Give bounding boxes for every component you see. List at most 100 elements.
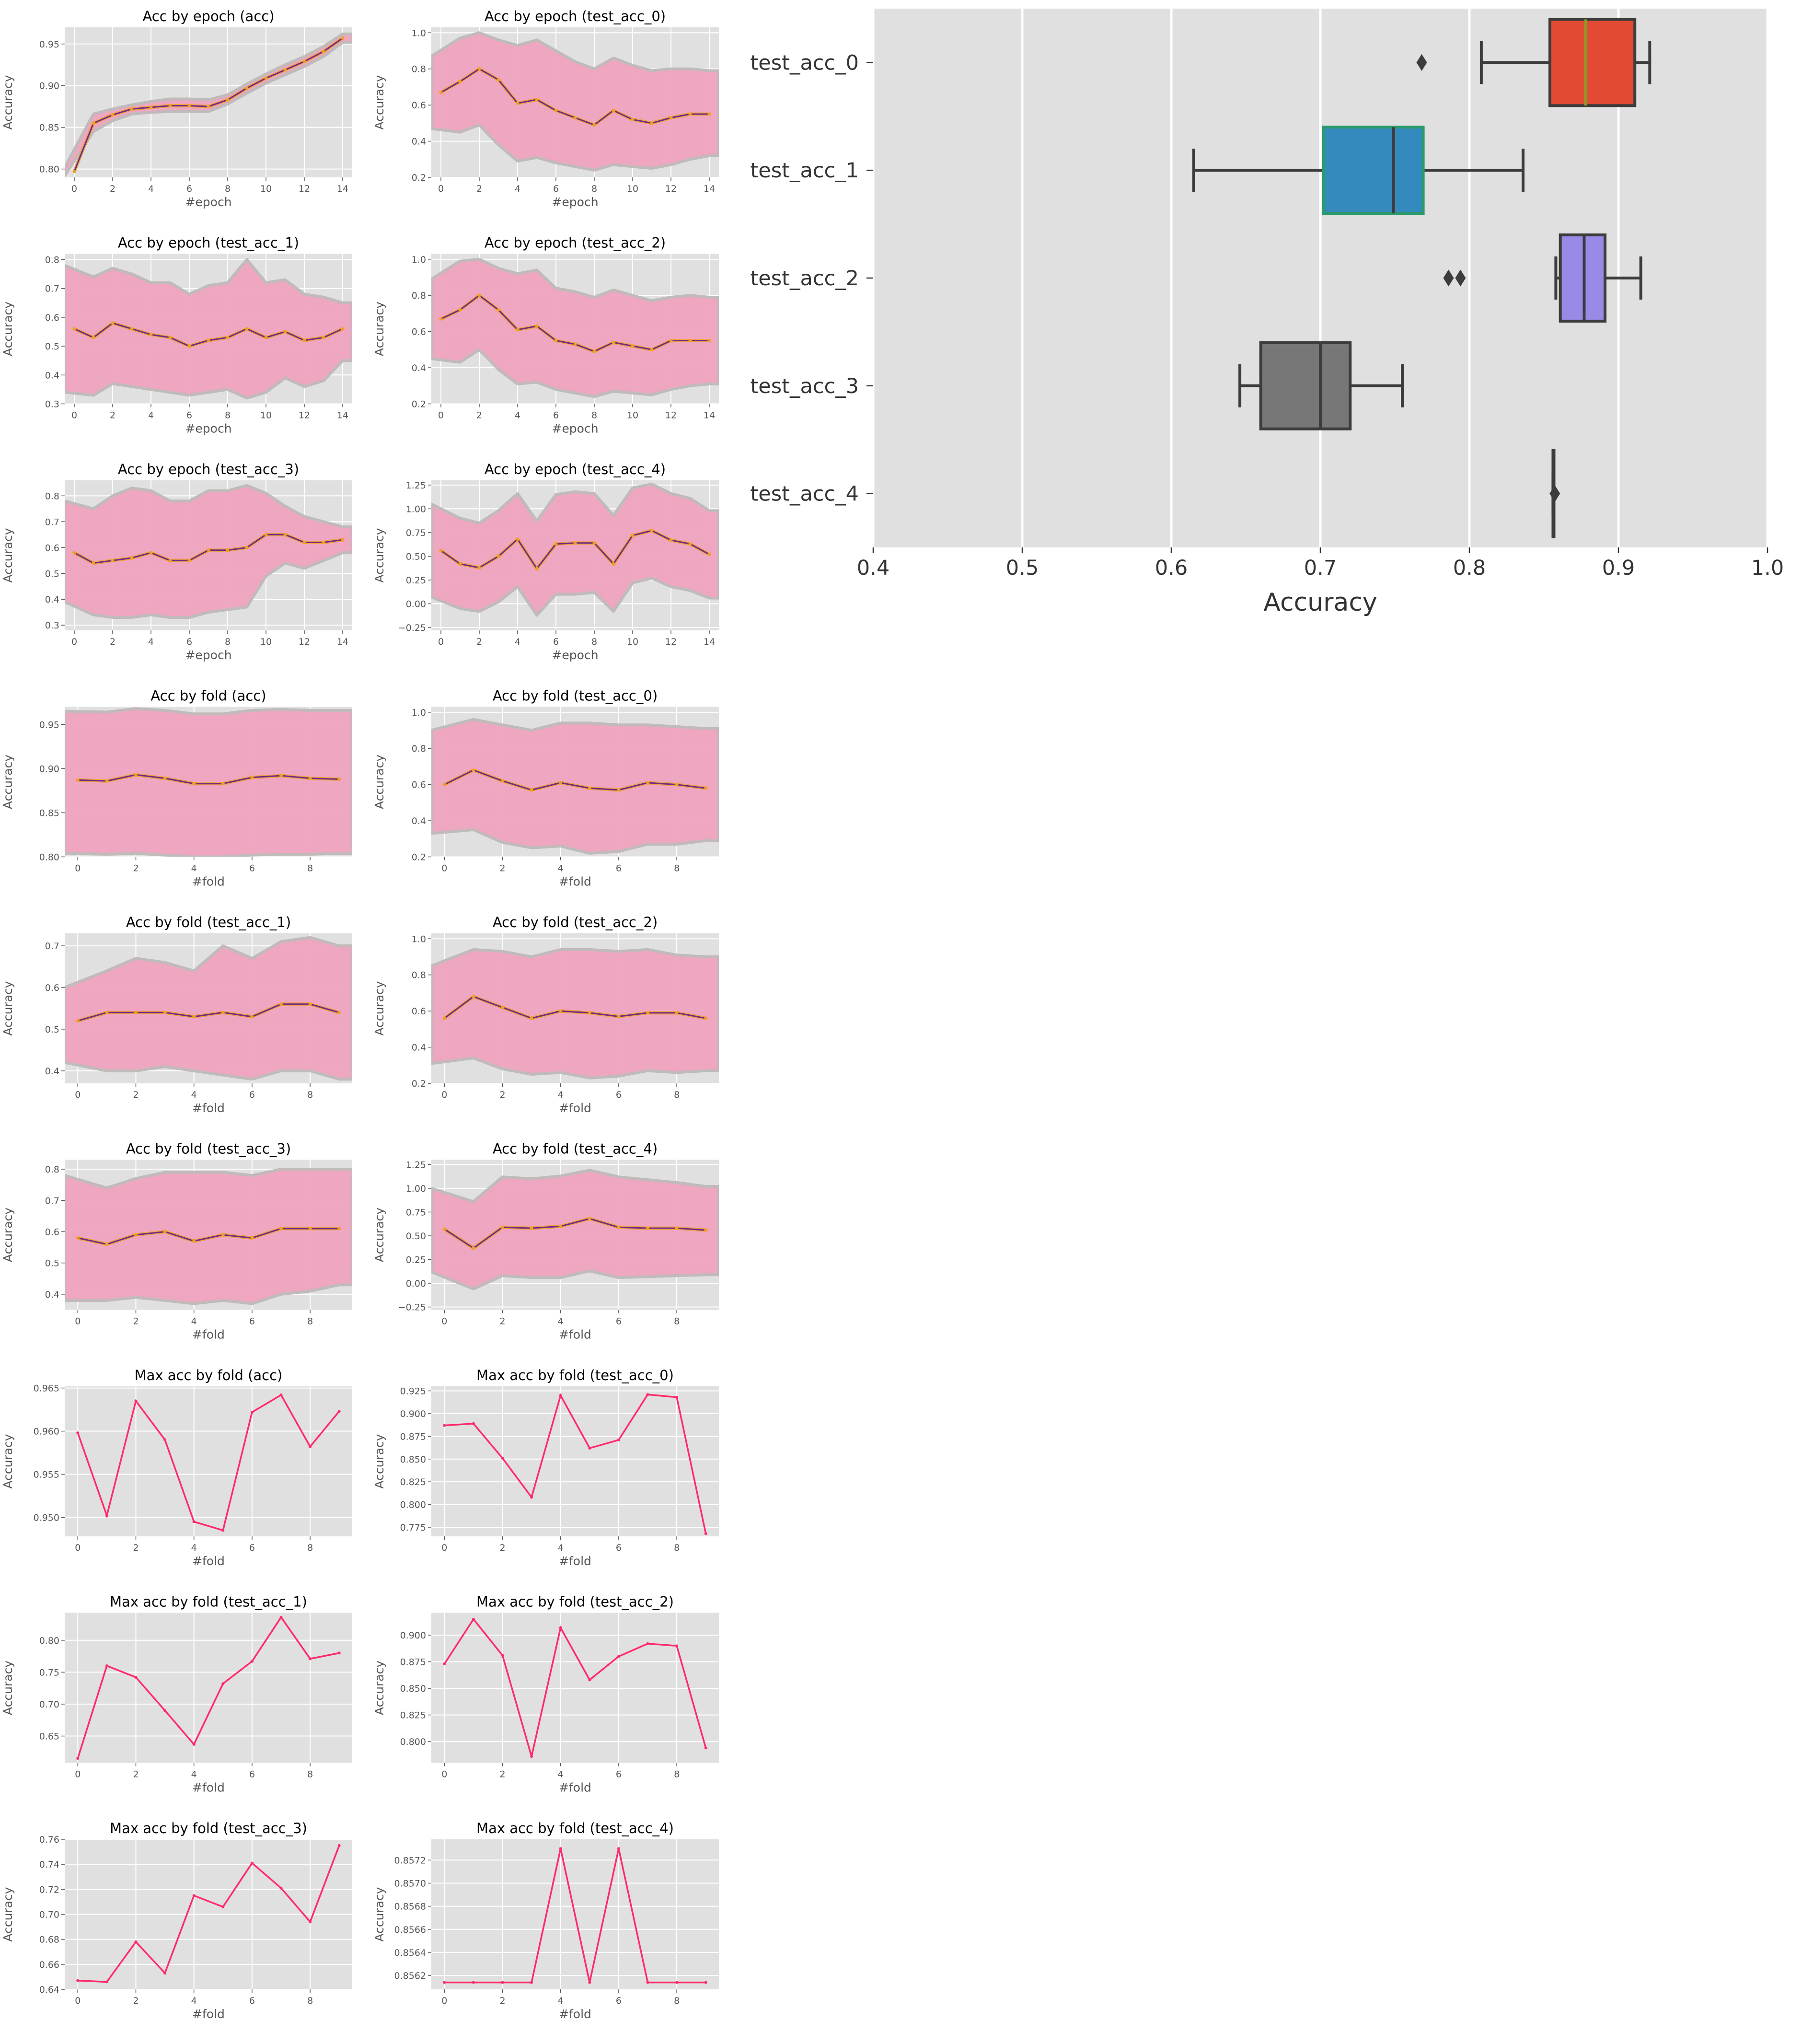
- y-tick-label: 0.4: [412, 363, 426, 373]
- x-tick-label: 12: [299, 410, 310, 421]
- chart-panel-m_t4: 0.8562 0.8564 0.8566 0.8568 0.8570 0.8572 0 2 4 6…: [372, 1820, 719, 2021]
- max-point: [588, 1446, 591, 1450]
- y-axis-label: Accuracy: [372, 1208, 386, 1262]
- chart-title: Acc by epoch (test_acc_4): [485, 461, 666, 477]
- max-point: [501, 1654, 504, 1657]
- chart-title: Acc by epoch (test_acc_0): [485, 8, 666, 24]
- box-test_acc_0: [1416, 18, 1652, 107]
- x-tick-label: 0: [438, 184, 444, 194]
- x-tick-label: 8: [591, 184, 597, 194]
- max-point: [704, 1746, 707, 1750]
- x-tick-label: 6: [616, 1316, 622, 1327]
- plot-content: [65, 1386, 352, 1536]
- x-tick-label: 2: [110, 410, 116, 421]
- x-axis-label: #fold: [192, 1101, 225, 1115]
- x-tick-label: 4: [191, 1996, 197, 2006]
- max-point: [443, 1981, 446, 1984]
- y-tick-label: 0.74: [39, 1859, 59, 1870]
- max-line: [77, 1615, 340, 1759]
- max-point: [250, 1660, 254, 1663]
- y-tick-label: 0.8562: [394, 1971, 426, 1981]
- y-tick-label: 0.4: [412, 816, 426, 826]
- mean-point: [221, 1010, 225, 1014]
- x-tick-label: 8: [674, 1316, 680, 1327]
- x-tick-label: 12: [665, 184, 677, 194]
- confidence-band: [431, 257, 719, 398]
- boxplot-chart: 0.4 0.5 0.6 0.7 0.8 0.9 1.0 test_acc_0 test_acc_…: [750, 9, 1784, 617]
- x-axis-label: #epoch: [552, 648, 598, 662]
- x-tick-label: 6: [249, 1996, 255, 2006]
- y-tick-label: 0.2: [412, 173, 426, 183]
- mean-point: [250, 1236, 254, 1240]
- y-tick-label: 0.70: [39, 1699, 59, 1710]
- y-tick-label: 0.8564: [394, 1948, 426, 1958]
- x-tick-label: 8: [674, 1090, 680, 1100]
- x-tick-label: 2: [133, 863, 139, 874]
- mean-point: [192, 1239, 196, 1243]
- y-tick-label: −0.25: [398, 1302, 426, 1313]
- y-tick-label: 0.4: [45, 594, 59, 605]
- max-point: [646, 1642, 649, 1645]
- y-tick-label: 0.95: [39, 39, 59, 50]
- confidence-band: [431, 31, 719, 172]
- chart-panel-m_acc: 0.950 0.955 0.960 0.965 0 2 4 6 8 Max acc by fold…: [1, 1367, 352, 1568]
- plot-content: [65, 933, 352, 1083]
- mean-point: [264, 336, 268, 339]
- x-tick-label: 0: [71, 184, 77, 194]
- y-axis-label: Accuracy: [1, 528, 15, 582]
- chart-panel-e_acc: 0.80 0.85 0.90 0.95 0 2 4 6 8 10 12 14 Acc by epoch …: [1, 8, 352, 209]
- mean-point: [226, 548, 230, 552]
- y-tick-label: 1.25: [406, 480, 426, 491]
- mean-point: [704, 786, 708, 790]
- y-tick-label: 0.8570: [394, 1878, 426, 1889]
- x-tick-label: 8: [225, 184, 231, 194]
- box-iqr: [1259, 341, 1352, 430]
- y-tick-label: 0.3: [45, 620, 59, 631]
- mean-point: [337, 777, 341, 781]
- y-tick-label: 1.0: [412, 28, 426, 38]
- y-tick-label: 0.2: [412, 399, 426, 410]
- mean-point: [646, 1011, 650, 1015]
- mean-point: [442, 1016, 446, 1020]
- y-axis-label: Accuracy: [1, 755, 15, 809]
- max-point: [76, 1979, 80, 1982]
- y-tick-label: 1.00: [406, 1184, 426, 1194]
- y-tick-label: 0.6: [45, 313, 59, 323]
- mean-point: [530, 1226, 533, 1230]
- x-axis-label: #fold: [192, 875, 225, 889]
- chart-panel-f_t3: 0.4 0.5 0.6 0.7 0.8 0 2 4 6 8 Acc by fold (test_ac…: [1, 1141, 352, 1342]
- max-point: [337, 1844, 341, 1847]
- mean-point: [76, 1236, 80, 1240]
- max-point: [192, 1742, 196, 1746]
- x-tick-label: 8: [591, 637, 597, 647]
- y-tick-label: 0.7: [45, 284, 59, 294]
- y-tick-label: 0.8: [412, 970, 426, 981]
- chart-title: Acc by epoch (test_acc_2): [485, 235, 666, 251]
- mean-point: [500, 1006, 504, 1010]
- mean-point: [207, 338, 210, 342]
- mean-point: [530, 788, 533, 792]
- mean-point: [559, 1009, 563, 1013]
- y-tick-label: 0.80: [39, 852, 59, 863]
- x-tick-label: 8: [307, 1996, 313, 2006]
- x-tick-label: 6: [186, 410, 192, 421]
- x-tick-label: 6: [186, 184, 192, 194]
- box-flier: [1416, 54, 1427, 71]
- y-axis-label: Accuracy: [372, 1434, 386, 1488]
- x-tick-label: 6: [616, 1090, 622, 1100]
- mean-point: [134, 1010, 138, 1014]
- mean-line: [444, 1218, 706, 1249]
- x-tick-label: 12: [299, 637, 310, 647]
- y-tick-label: 0.7: [45, 1196, 59, 1206]
- y-tick-label: 0.90: [39, 81, 59, 92]
- x-axis-label: #fold: [559, 2007, 591, 2021]
- mean-point: [207, 105, 210, 108]
- mean-point: [631, 534, 635, 537]
- x-tick-label: 12: [665, 637, 677, 647]
- mean-point: [477, 566, 481, 569]
- mean-point: [650, 348, 654, 351]
- x-tick-label: 4: [558, 863, 564, 874]
- max-point: [105, 1664, 108, 1668]
- max-point: [617, 1438, 620, 1441]
- max-line: [443, 1617, 707, 1757]
